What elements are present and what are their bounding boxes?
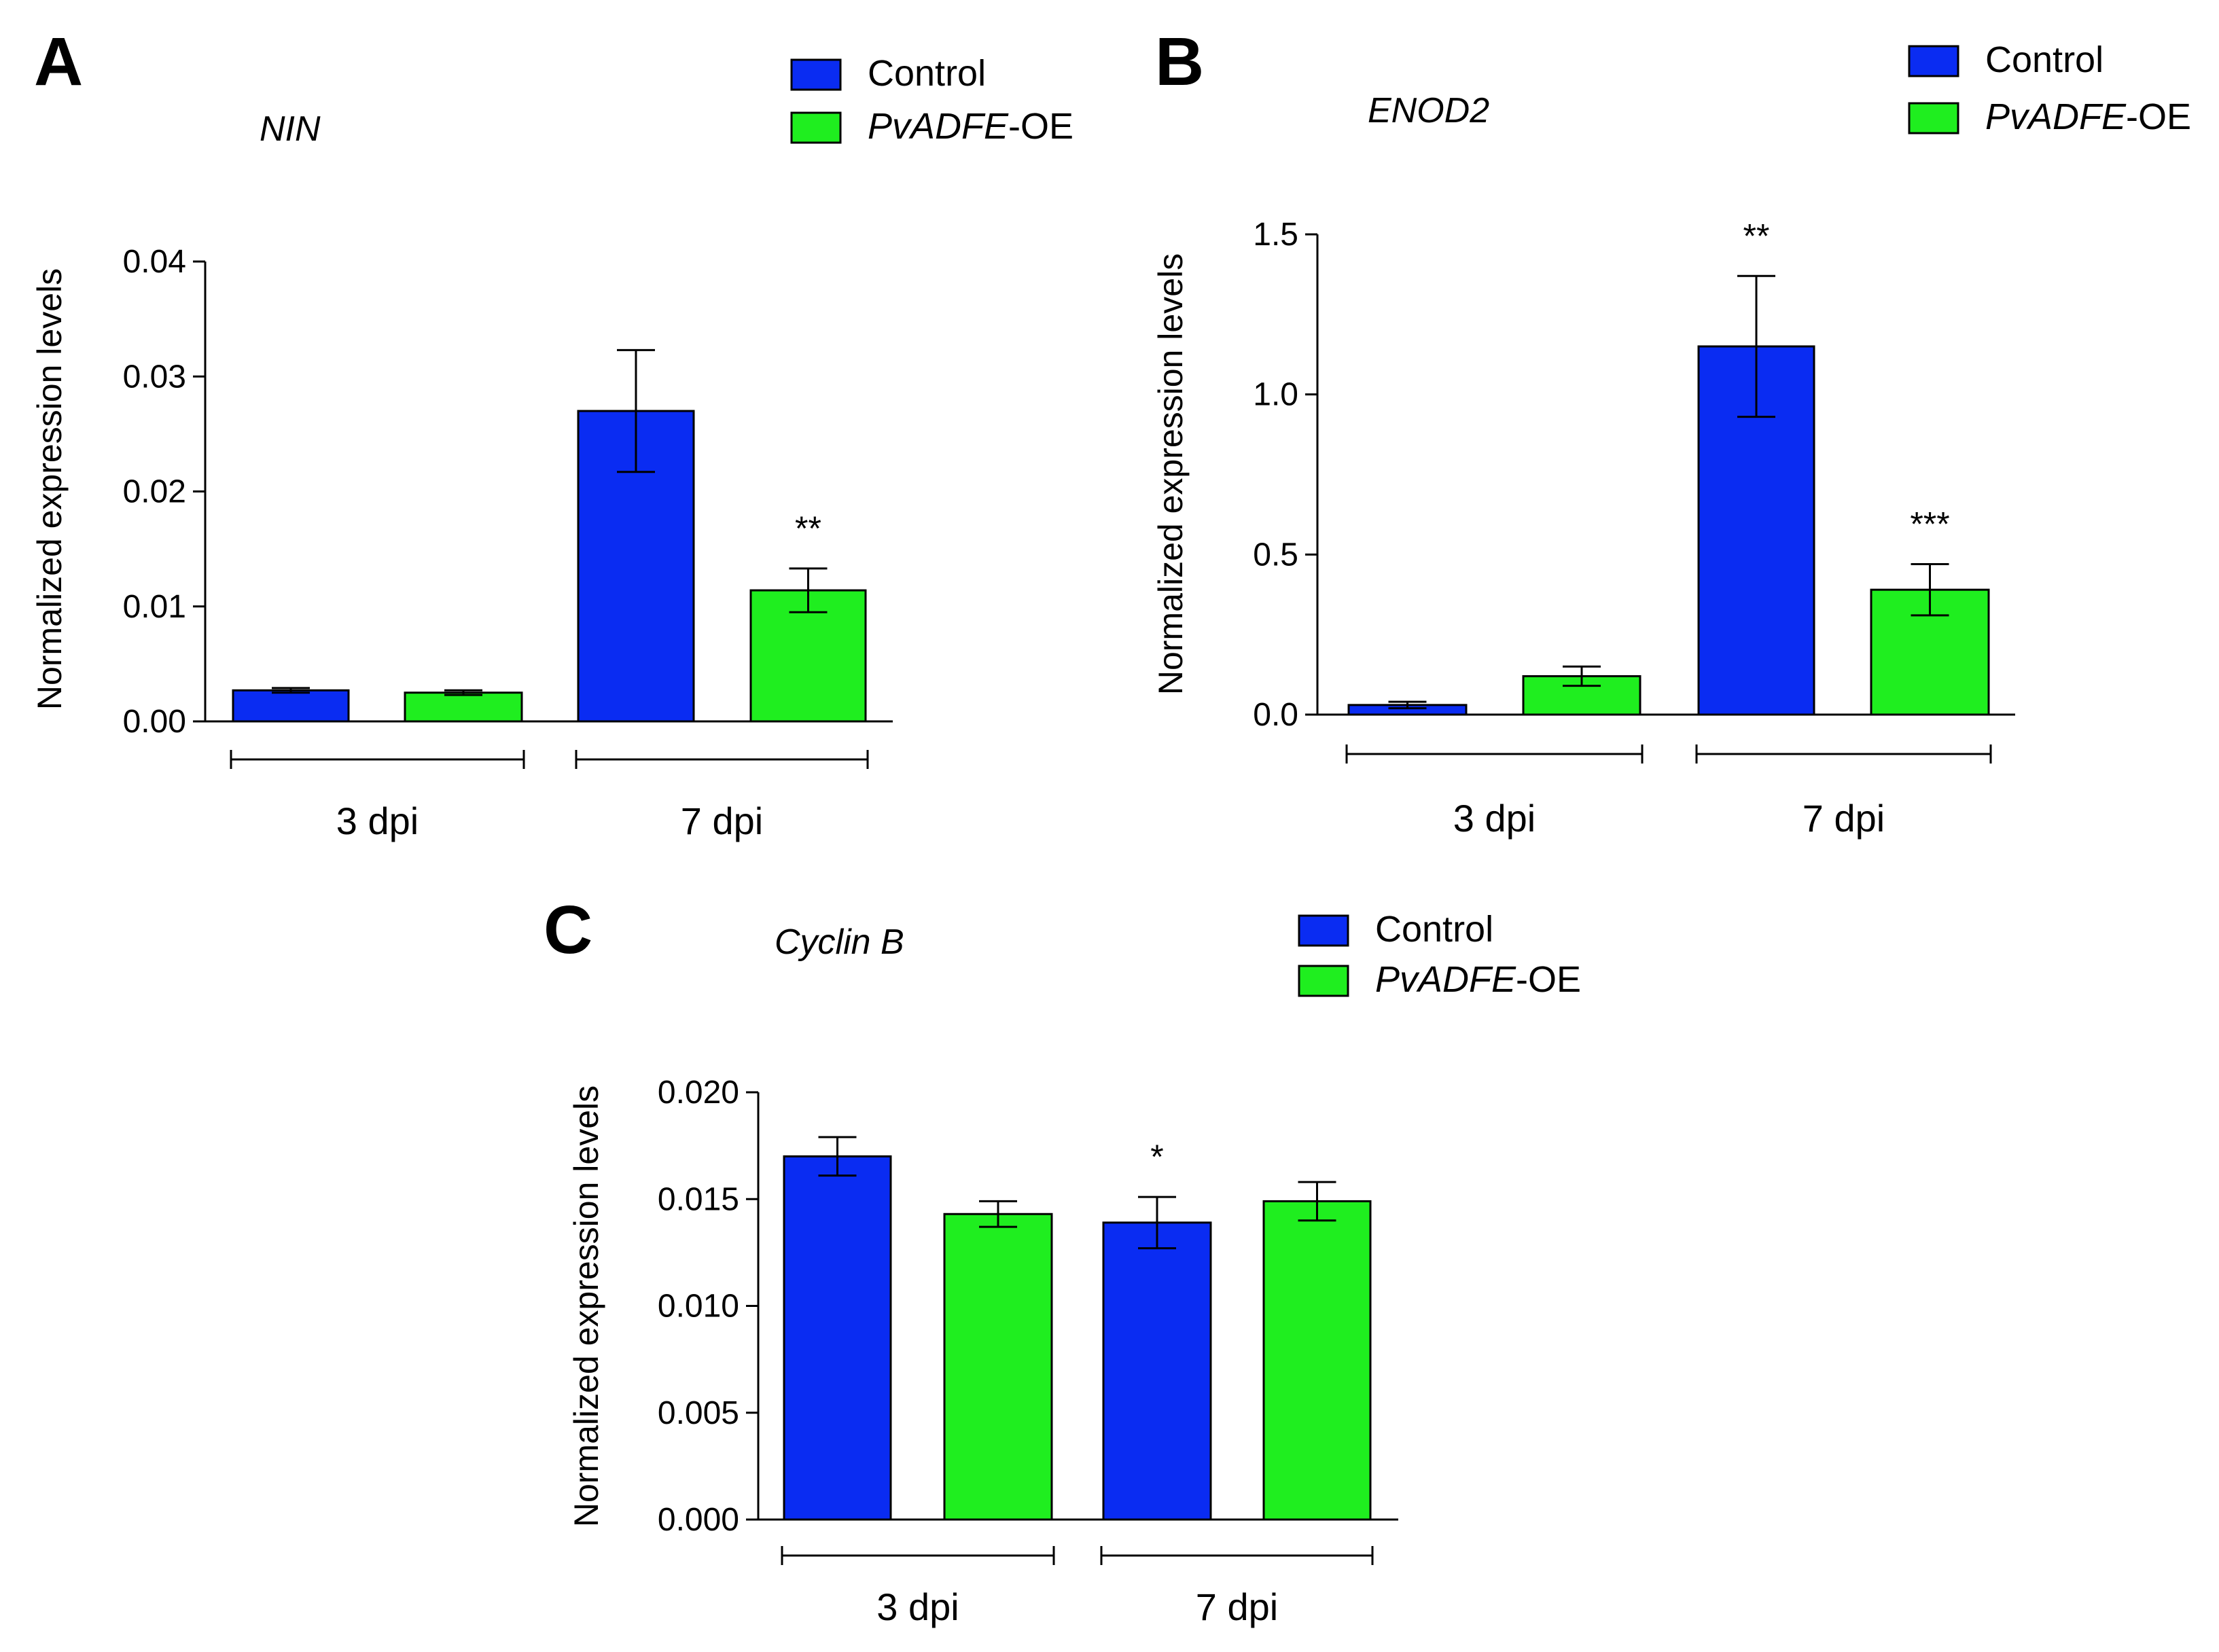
legend-label: PvADFE-OE xyxy=(868,106,1073,147)
group-label: 7 dpi xyxy=(1803,797,1885,840)
legend-swatch xyxy=(1298,965,1349,997)
bar-oe xyxy=(1262,1200,1372,1521)
bar-control xyxy=(232,689,350,723)
group-label: 7 dpi xyxy=(1196,1585,1278,1628)
y-axis-label: Normalized expression levels xyxy=(567,1085,605,1527)
y-tick-label: 0.020 xyxy=(658,1075,739,1111)
bar-oe xyxy=(404,692,523,723)
y-tick-label: 0.0 xyxy=(1253,697,1298,733)
legend-label-name: PvADFE xyxy=(1375,959,1516,1000)
bar-control xyxy=(1102,1221,1212,1521)
y-tick-label: 0.5 xyxy=(1253,537,1298,573)
group-label: 7 dpi xyxy=(681,800,763,842)
y-tick-label: 0.01 xyxy=(123,589,186,625)
y-axis-label: Normalized expression levels xyxy=(31,268,69,710)
legend-label-suffix: -OE xyxy=(2126,96,2191,137)
gene-title: NIN xyxy=(260,109,321,149)
legend-label-name: PvADFE xyxy=(868,106,1009,147)
legend-label-name: Control xyxy=(868,53,986,94)
panel-letter: C xyxy=(544,892,592,968)
bar-control xyxy=(577,410,695,723)
legend-swatch xyxy=(790,111,842,144)
y-tick-label: 0.00 xyxy=(123,704,186,740)
significance-marker: ** xyxy=(795,509,821,547)
significance-marker: *** xyxy=(1910,505,1949,543)
group-label: 3 dpi xyxy=(336,800,419,842)
legend-label: Control xyxy=(868,53,986,94)
bar-oe xyxy=(943,1213,1053,1521)
y-tick-label: 0.03 xyxy=(123,359,186,395)
y-tick-label: 1.0 xyxy=(1253,377,1298,413)
chart-panel-b: B ENOD2 Control PvADFE-OE 0.0 0.5 1.0 1.5 Normal… xyxy=(1152,24,2191,840)
chart-panel-a: A NIN Control PvADFE-OE 0.00 0.01 0.02 0.03 0.04… xyxy=(31,24,1073,842)
legend-swatch xyxy=(790,58,842,91)
panel-letter: B xyxy=(1155,24,1204,100)
legend-label-name: Control xyxy=(1985,39,2103,80)
legend-swatch xyxy=(1298,914,1349,947)
significance-marker: ** xyxy=(1743,217,1770,255)
legend-label-name: PvADFE xyxy=(1985,96,2127,137)
y-axis-label: Normalized expression levels xyxy=(1152,253,1190,695)
panel-letter: A xyxy=(34,24,83,100)
y-tick-label: 0.02 xyxy=(123,474,186,510)
legend-label: PvADFE-OE xyxy=(1375,959,1581,1000)
y-tick-label: 0.005 xyxy=(658,1395,739,1431)
legend-label: Control xyxy=(1985,39,2103,80)
legend-label: PvADFE-OE xyxy=(1985,96,2191,137)
significance-marker: * xyxy=(1150,1138,1163,1176)
group-label: 3 dpi xyxy=(1453,797,1535,840)
y-tick-label: 0.015 xyxy=(658,1181,739,1217)
legend-label-name: Control xyxy=(1375,909,1493,950)
y-tick-label: 0.010 xyxy=(658,1289,739,1325)
legend-label: Control xyxy=(1375,909,1493,950)
legend-label-suffix: -OE xyxy=(1008,106,1073,147)
y-tick-label: 1.5 xyxy=(1253,217,1298,253)
group-label: 3 dpi xyxy=(876,1585,959,1628)
legend-swatch xyxy=(1908,102,1959,134)
y-tick-label: 0.04 xyxy=(123,244,186,280)
legend-label-suffix: -OE xyxy=(1516,959,1581,1000)
y-tick-label: 0.000 xyxy=(658,1502,739,1538)
bar-control xyxy=(783,1155,892,1521)
gene-title: Cyclin B xyxy=(775,922,904,962)
chart-panel-c: C Cyclin B Control PvADFE-OE 0.000 0.005 0.010… xyxy=(544,892,1581,1628)
gene-title: ENOD2 xyxy=(1368,91,1489,130)
legend-swatch xyxy=(1908,45,1959,77)
